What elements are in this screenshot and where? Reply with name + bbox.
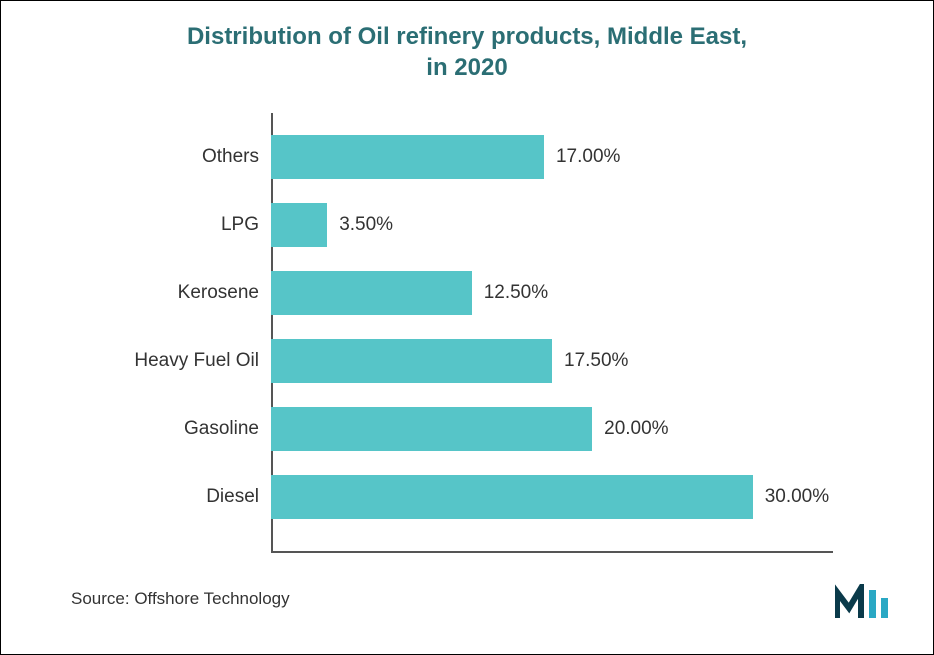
source-prefix: Source:	[71, 589, 134, 608]
bar-track: 20.00%	[271, 395, 833, 463]
bar-value-label: 17.00%	[556, 146, 620, 168]
bar-row: LPG 3.50%	[121, 191, 833, 259]
bar-rect	[271, 339, 552, 383]
bar-value-label: 12.50%	[484, 282, 548, 304]
title-line-1: Distribution of Oil refinery products, M…	[187, 23, 747, 50]
bar-row: Diesel 30.00%	[121, 463, 833, 531]
bar-rect	[271, 135, 544, 179]
bar-track: 3.50%	[271, 191, 833, 259]
bar-row: Others 17.00%	[121, 123, 833, 191]
source-citation: Source: Offshore Technology	[71, 589, 290, 609]
bar-rect	[271, 203, 327, 247]
bar-category-label: Heavy Fuel Oil	[121, 350, 271, 372]
bar-rect	[271, 407, 592, 451]
bar-value-label: 17.50%	[564, 350, 628, 372]
chart-container: Distribution of Oil refinery products, M…	[1, 1, 933, 551]
bar-row: Kerosene 12.50%	[121, 259, 833, 327]
bar-category-label: Others	[121, 146, 271, 168]
bar-track: 17.50%	[271, 327, 833, 395]
bar-category-label: LPG	[121, 214, 271, 236]
bar-category-label: Diesel	[121, 486, 271, 508]
chart-title: Distribution of Oil refinery products, M…	[41, 21, 893, 83]
bar-track: 17.00%	[271, 123, 833, 191]
bar-track: 30.00%	[271, 463, 833, 531]
chart-plot-area: Others 17.00% LPG 3.50% Kerosene 12.50% Heavy …	[121, 123, 833, 531]
bar-value-label: 20.00%	[604, 418, 668, 440]
bar-track: 12.50%	[271, 259, 833, 327]
bar-value-label: 30.00%	[765, 486, 829, 508]
x-axis-line	[271, 551, 833, 553]
bar-row: Heavy Fuel Oil 17.50%	[121, 327, 833, 395]
title-line-2: in 2020	[426, 54, 507, 81]
bar-rect	[271, 475, 753, 519]
source-text: Offshore Technology	[134, 589, 289, 608]
logo-icon	[835, 584, 893, 622]
bars-group: Others 17.00% LPG 3.50% Kerosene 12.50% Heavy …	[121, 123, 833, 531]
bar-value-label: 3.50%	[339, 214, 393, 236]
bar-category-label: Kerosene	[121, 282, 271, 304]
bar-row: Gasoline 20.00%	[121, 395, 833, 463]
bar-rect	[271, 271, 472, 315]
bar-category-label: Gasoline	[121, 418, 271, 440]
